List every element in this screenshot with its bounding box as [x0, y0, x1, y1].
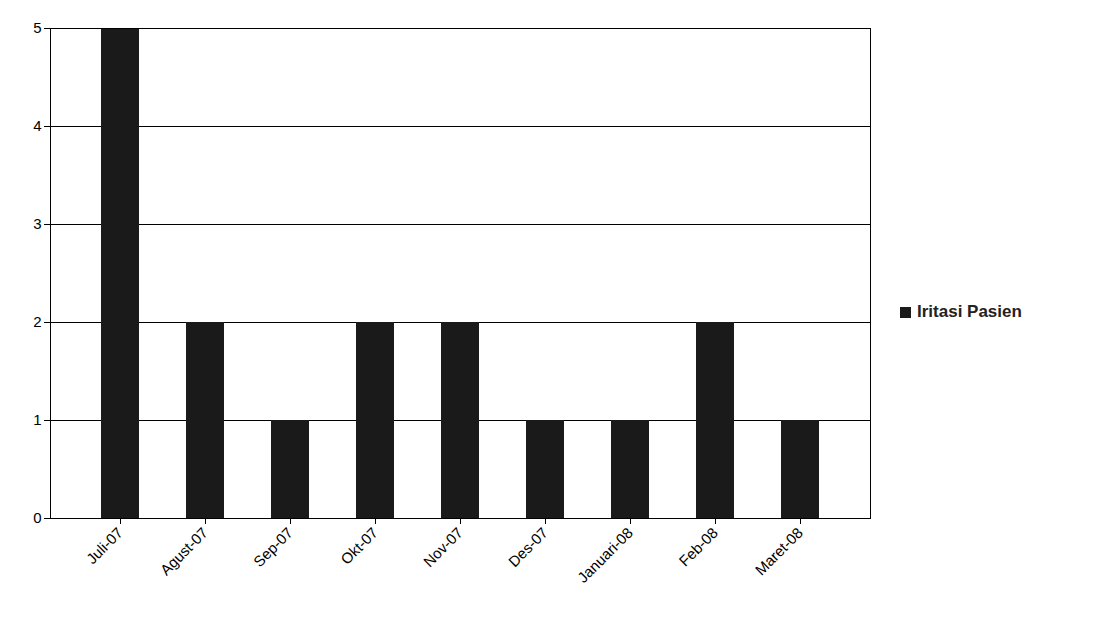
svg-text:Nov-07: Nov-07 [420, 524, 466, 570]
svg-text:Juli-07: Juli-07 [83, 524, 126, 567]
svg-text:1: 1 [33, 411, 41, 428]
svg-text:Des-07: Des-07 [505, 524, 551, 570]
svg-text:Feb-08: Feb-08 [675, 524, 721, 570]
svg-text:0: 0 [33, 509, 41, 526]
svg-text:3: 3 [33, 215, 41, 232]
svg-text:Agust-07: Agust-07 [157, 524, 211, 578]
svg-text:4: 4 [33, 117, 41, 134]
svg-text:5: 5 [33, 19, 41, 36]
svg-text:Okt-07: Okt-07 [337, 524, 381, 568]
svg-text:Januari-08: Januari-08 [574, 524, 636, 586]
svg-text:2: 2 [33, 313, 41, 330]
html-text:Iritasi Pasien: Iritasi Pasien [917, 302, 1022, 321]
svg-text:Maret-08: Maret-08 [752, 524, 806, 578]
svg-text:Sep-07: Sep-07 [250, 524, 296, 570]
